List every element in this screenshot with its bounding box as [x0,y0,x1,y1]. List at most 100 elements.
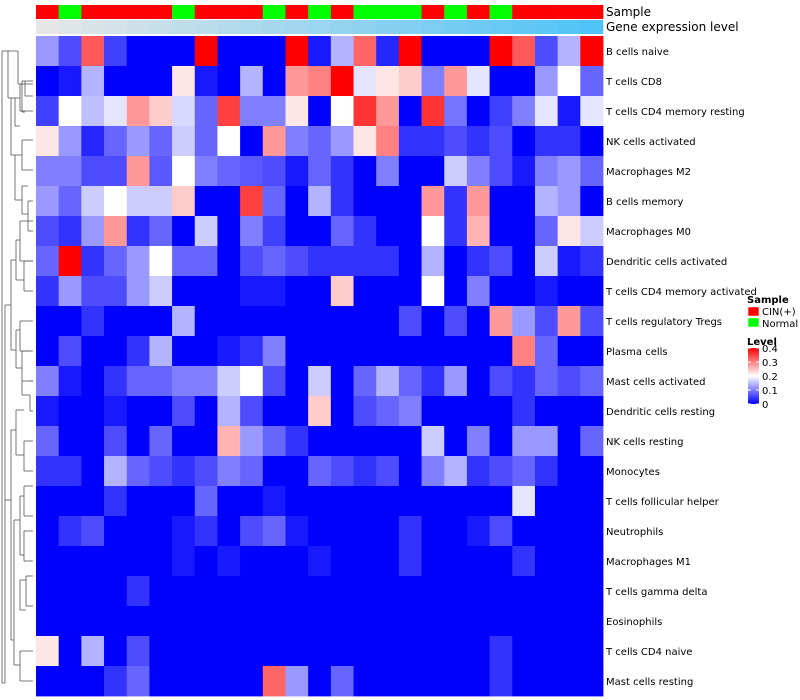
heatmap-cell [376,216,400,247]
heatmap-cell [376,456,400,487]
heatmap-cell [308,426,332,457]
heatmap-cell [240,366,264,397]
heatmap-cell [81,546,105,577]
heatmap-cell [81,366,105,397]
heatmap-cell [330,96,354,127]
sample-annotation-cell [172,5,196,19]
heatmap-cell [489,366,513,397]
heatmap-cell [126,336,150,367]
heatmap-cell [194,366,218,397]
heatmap-cell [81,96,105,127]
heatmap-cell [194,606,218,637]
heatmap-cell [36,306,60,337]
heatmap-cell [580,576,604,607]
row-label: T cells gamma delta [605,587,707,598]
heatmap-cell [36,36,60,67]
sample-annotation-cell [149,5,173,19]
heatmap-cell [557,96,581,127]
heatmap-cell [512,456,536,487]
gene-level-annotation-cell [81,20,105,34]
heatmap-cell [353,336,377,367]
heatmap-cell [466,366,490,397]
heatmap-cell [444,666,468,697]
row-label: Macrophages M2 [606,167,691,178]
heatmap-cell [534,426,559,457]
heatmap-cell [444,96,468,127]
heatmap-cell [308,216,332,247]
heatmap-cell [240,576,264,607]
gene-level-annotation-cell [172,20,196,34]
heatmap-cell [534,36,559,67]
heatmap-cell [262,36,286,67]
heatmap-cell [376,186,400,217]
heatmap-cell [489,186,513,217]
heatmap-cell [580,66,604,97]
heatmap-cell [353,36,377,67]
heatmap-cell [534,606,559,637]
heatmap-cell [421,576,445,607]
sample-annotation-cell [36,5,59,19]
heatmap-cell [330,246,354,277]
sample-annotation-cell [285,5,309,19]
heatmap-cell [58,636,82,667]
heatmap-cell [353,516,377,547]
heatmap-cell [285,546,309,577]
heatmap-cell [262,666,286,697]
heatmap-cell [330,216,354,247]
heatmap-cell [421,546,445,577]
heatmap-cell [36,426,60,457]
heatmap-cell [285,216,309,247]
row-label: T cells CD4 naive [605,647,692,658]
heatmap-cell [444,396,468,427]
heatmap-cell [240,426,264,457]
gene-level-annotation-cell [36,20,59,34]
heatmap-cell [421,216,445,247]
heatmap-cell [81,126,105,157]
heatmap-cell [240,36,264,67]
heatmap-cell [466,96,490,127]
heatmap-cell [466,516,490,547]
heatmap-cell [398,426,422,457]
heatmap-cell [580,486,604,517]
heatmap-cell [580,276,604,307]
heatmap-cell [398,96,422,127]
heatmap-cell [376,546,400,577]
heatmap-cell [36,636,60,667]
gene-level-annotation-cell [285,20,309,34]
heatmap-cell [172,246,196,277]
heatmap-cell [81,576,105,607]
heatmap-cell [489,456,513,487]
gene-level-annotation-cell [398,20,422,34]
heatmap-cell [194,306,218,337]
legend-colorbar [748,348,759,404]
heatmap-cell [330,486,354,517]
heatmap-cell [466,186,490,217]
sample-annotation-cell [104,5,128,19]
heatmap-cell [217,96,241,127]
heatmap-cell [172,276,196,307]
heatmap-cell [512,576,536,607]
heatmap-cell [444,186,468,217]
heatmap-cell [512,96,536,127]
heatmap-cell [580,216,604,247]
heatmap-cell [172,306,196,337]
heatmap-cell [240,396,264,427]
heatmap-cell [398,216,422,247]
heatmap-cell [421,246,445,277]
heatmap-cell [240,336,264,367]
heatmap-cell [376,366,400,397]
heatmap-cell [534,396,559,427]
heatmap-cell [466,456,490,487]
heatmap-cell [217,666,241,697]
heatmap-cell [534,366,559,397]
heatmap-cell [512,546,536,577]
heatmap-cell [240,666,264,697]
heatmap-cell [580,396,604,427]
gene-level-annotation-cell [262,20,286,34]
heatmap-cell [330,546,354,577]
heatmap-cell [444,576,468,607]
heatmap-cell [36,276,60,307]
heatmap-cell [36,366,60,397]
heatmap-cell [353,636,377,667]
